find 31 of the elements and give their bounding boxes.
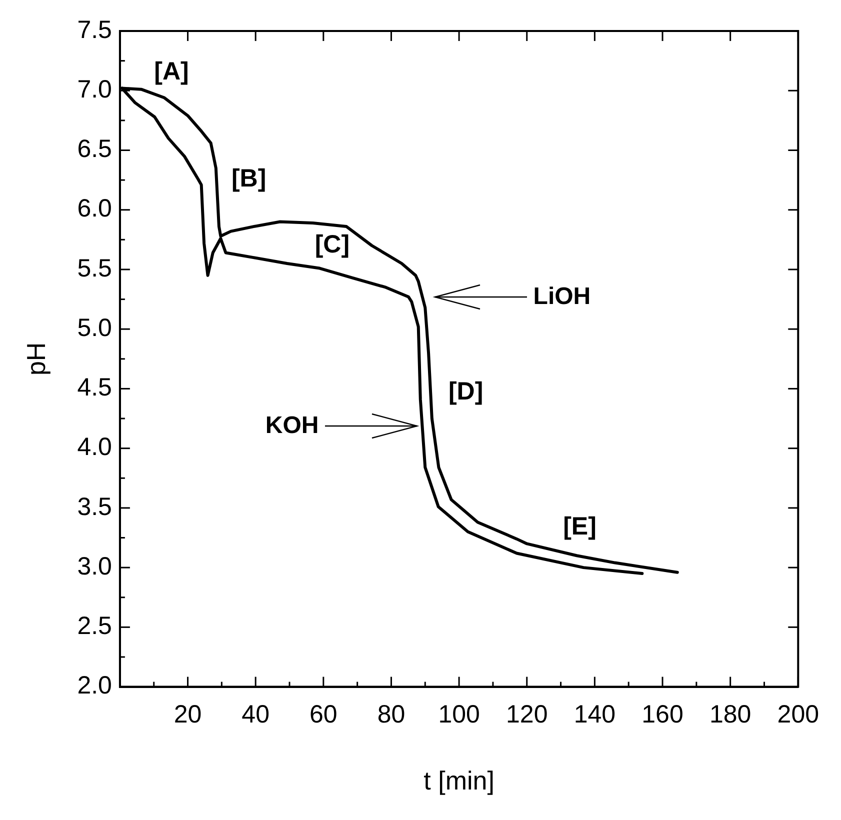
x-tick-label: 140 — [574, 700, 616, 729]
x-tick-label: 160 — [642, 700, 684, 729]
annotation: LiOH — [533, 283, 591, 310]
y-tick-label: 7.5 — [77, 16, 112, 44]
x-tick-label: 20 — [174, 700, 202, 729]
y-tick-label: 5.0 — [77, 314, 112, 342]
annotation: [D] — [448, 377, 484, 406]
y-tick-label: 7.0 — [77, 76, 112, 104]
y-tick-label: 3.0 — [77, 552, 112, 580]
x-tick-label: 120 — [506, 700, 548, 729]
y-tick-label: 4.5 — [77, 374, 112, 402]
y-tick-label: 5.5 — [77, 254, 112, 282]
y-tick-label: 6.0 — [77, 194, 112, 223]
y-tick-label: 6.5 — [77, 135, 112, 164]
y-tick-label: 4.0 — [77, 433, 112, 462]
annotation: [C] — [314, 230, 350, 259]
y-tick-label: 3.5 — [77, 492, 112, 521]
annotation: [A] — [154, 57, 189, 86]
x-tick-label: 100 — [438, 700, 480, 729]
y-axis-title: pH — [20, 342, 51, 376]
x-tick-label: 200 — [777, 700, 820, 729]
y-tick-label: 2.5 — [77, 612, 112, 640]
annotation: KOH — [265, 412, 319, 440]
annotation: [B] — [231, 164, 266, 193]
x-tick-label: 60 — [310, 700, 338, 729]
x-tick-label: 80 — [377, 700, 406, 729]
x-tick-label: 180 — [709, 700, 752, 729]
annotation: [E] — [563, 512, 596, 540]
x-axis-title: t [min] — [424, 766, 494, 796]
x-tick-label: 40 — [242, 700, 270, 729]
y-tick-label: 2.0 — [77, 672, 112, 700]
